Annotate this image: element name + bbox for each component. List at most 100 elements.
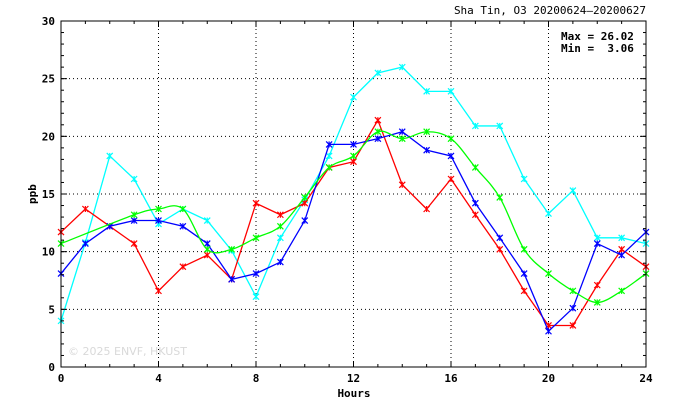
data-point [350,152,357,160]
y-tick-label: 30 [42,15,55,28]
data-point [545,270,552,278]
max-stat: Max = 26.02 [561,30,634,43]
data-point [301,217,309,224]
chart-title: Sha Tin, O3 20200624–20200627 [454,4,646,17]
data-point [496,245,504,253]
data-point [471,122,479,130]
data-point [423,205,431,213]
min-stat: Min = 3.06 [561,42,634,55]
data-point [276,222,284,230]
data-point [106,152,114,160]
data-point [423,128,431,136]
x-tick-label: 16 [444,372,458,385]
data-point [398,181,406,189]
series-line [60,118,647,327]
data-point [471,164,479,171]
data-point [618,234,626,242]
data-point [179,263,187,271]
data-point [520,270,528,278]
data-point [325,164,333,171]
x-tick-label: 8 [253,372,260,385]
data-point [130,211,138,219]
y-tick-label: 25 [42,73,55,86]
data-point [130,240,138,248]
series-2 [57,116,650,329]
x-tick-label: 4 [155,372,162,385]
y-axis-title: ppb [26,184,39,204]
data-point [350,93,357,101]
data-point [545,327,552,335]
data-point [155,217,162,224]
data-point [496,122,504,130]
data-point [179,205,187,213]
data-point [203,217,211,224]
data-point [350,140,357,148]
data-point [398,128,406,136]
data-point [471,199,479,207]
data-point [301,194,309,201]
data-point [618,287,626,295]
data-point [301,199,309,207]
data-point [81,240,89,248]
data-point [252,270,260,278]
x-tick-label: 20 [542,372,555,385]
series-3 [57,128,650,335]
data-point [447,175,455,183]
data-point [276,234,284,242]
data-point [374,69,382,77]
data-point [447,87,455,95]
data-point [593,298,601,306]
data-point [423,87,431,95]
y-tick-label: 10 [42,246,55,259]
data-point [471,211,479,219]
data-point [130,175,138,183]
ticks: 0 4 8 12 16 20 24 0 5 10 15 20 25 30 [42,15,653,385]
data-point [569,187,577,194]
data-point [276,211,284,219]
data-point [325,140,333,148]
y-tick-label: 5 [48,303,55,316]
data-point [325,152,333,160]
data-point [203,251,211,259]
data-point [398,63,406,71]
data-point [252,234,260,242]
data-point [398,135,406,143]
data-point [252,293,260,301]
x-tick-label: 12 [347,372,360,385]
data-point [545,210,552,218]
data-point [374,128,382,136]
data-point [569,304,577,312]
data-point [130,217,138,224]
watermark-text: © 2025 ENVF, HKUST [68,345,187,358]
data-point [569,287,577,295]
data-point [447,152,455,160]
data-point [155,287,162,295]
data-point [520,175,528,183]
y-tick-label: 15 [42,188,55,201]
data-point [593,281,601,289]
data-point [81,205,89,213]
data-point [252,199,260,207]
data-point [350,158,357,166]
series-layer [57,63,650,335]
data-point [155,205,162,213]
data-point [520,245,528,253]
x-tick-label: 24 [639,372,653,385]
x-tick-label: 0 [58,372,65,385]
data-point [593,240,601,248]
data-point [496,194,504,201]
data-point [228,245,236,253]
data-point [520,287,528,295]
data-point [203,245,211,253]
data-point [228,275,236,283]
grid [61,21,646,367]
data-point [423,146,431,154]
data-point [203,240,211,248]
series-4 [57,128,650,306]
x-axis-title: Hours [337,387,370,400]
data-point [618,251,626,259]
data-point [496,234,504,242]
data-point [374,135,382,143]
data-point [374,116,382,124]
